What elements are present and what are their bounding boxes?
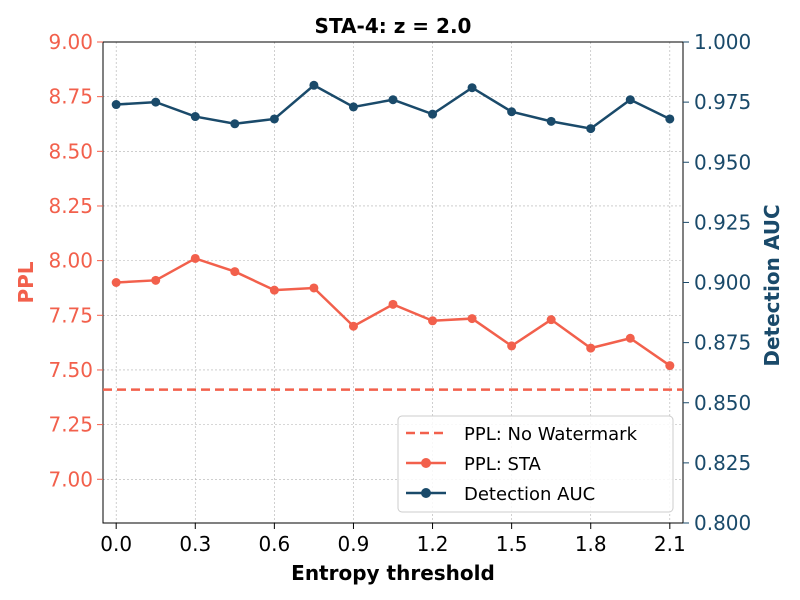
ppl-sta-point	[230, 267, 240, 277]
y-right-tick-label: 0.850	[694, 391, 751, 415]
ppl-sta-point	[467, 314, 477, 324]
y-right-tick-label: 0.800	[694, 511, 751, 535]
detection-auc-point	[190, 112, 200, 122]
y-right-tick-label: 0.975	[694, 90, 751, 114]
ppl-sta-point	[665, 361, 675, 371]
x-tick-label: 2.1	[654, 532, 686, 556]
y-left-tick-label: 9.00	[48, 30, 93, 54]
x-tick-label: 0.9	[338, 532, 370, 556]
detection-auc-point	[230, 119, 240, 129]
y-left-tick-label: 8.50	[48, 139, 93, 163]
detection-auc-point	[111, 100, 121, 110]
detection-auc-point	[428, 109, 438, 119]
y-left-tick-label: 8.00	[48, 249, 93, 273]
ppl-sta-point	[546, 315, 556, 325]
ppl-sta-point	[151, 275, 161, 285]
legend: PPL: No Watermark PPL: STA Detection AUC	[397, 415, 674, 513]
detection-auc-point	[507, 107, 517, 117]
ppl-sta-point	[586, 343, 596, 353]
x-tick-label: 0.0	[100, 532, 132, 556]
legend-label-no-watermark: PPL: No Watermark	[464, 424, 638, 445]
ppl-sta-point	[428, 316, 438, 326]
series-layer	[103, 80, 683, 391]
y-axis-left: 7.00 7.25 7.50 7.75 8.00 8.25 8.50 8.75 9.00	[48, 30, 103, 491]
x-axis: 0.0 0.3 0.6 0.9 1.2 1.5 1.8 2.1	[100, 523, 686, 556]
detection-auc-point	[586, 124, 596, 134]
y-right-tick-label: 1.000	[694, 30, 751, 54]
legend-label-detection-auc: Detection AUC	[464, 484, 595, 505]
detection-auc-point	[348, 102, 358, 112]
ppl-sta-point	[111, 278, 121, 287]
y-axis-right: 0.800 0.825 0.850 0.875 0.900 0.925 0.950 0.975…	[683, 30, 751, 535]
x-axis-label: Entropy threshold	[291, 561, 495, 585]
x-tick-label: 0.3	[179, 532, 211, 556]
legend-marker-ppl-sta	[421, 458, 431, 468]
ppl-sta-point	[269, 285, 279, 295]
legend-label-ppl-sta: PPL: STA	[464, 454, 542, 475]
x-tick-label: 0.6	[258, 532, 290, 556]
y-left-tick-label: 7.75	[48, 303, 93, 327]
ppl-sta-point	[309, 283, 319, 293]
y-right-tick-label: 0.950	[694, 150, 751, 174]
y-right-tick-label: 0.925	[694, 210, 751, 234]
ppl-sta-point	[190, 253, 200, 263]
detection-auc-point	[665, 114, 675, 124]
ppl-sta-point	[348, 321, 358, 331]
y-left-tick-label: 7.25	[48, 413, 93, 437]
y-axis-right-label: Detection AUC	[760, 204, 784, 366]
x-tick-label: 1.5	[496, 532, 528, 556]
y-right-tick-label: 0.875	[694, 331, 751, 355]
detection-auc-point	[625, 95, 635, 105]
detection-auc-point	[151, 97, 161, 107]
y-left-tick-label: 7.00	[48, 467, 93, 491]
detection-auc-point	[388, 95, 398, 105]
x-tick-label: 1.8	[575, 532, 607, 556]
legend-marker-detection-auc	[421, 488, 431, 498]
y-right-tick-label: 0.900	[694, 271, 751, 295]
y-left-tick-label: 8.25	[48, 194, 93, 218]
detection-auc-point	[546, 116, 556, 126]
detection-auc-point	[309, 80, 319, 90]
x-tick-label: 1.2	[417, 532, 449, 556]
ppl-sta-point	[625, 333, 635, 343]
ppl-sta-point	[388, 299, 398, 309]
y-axis-left-label: PPL	[14, 261, 38, 303]
chart-title: STA-4: z = 2.0	[315, 14, 472, 38]
y-left-tick-label: 7.50	[48, 358, 93, 382]
detection-auc-point	[467, 83, 477, 93]
detection-auc-line	[116, 83, 671, 130]
y-left-tick-label: 8.75	[48, 85, 93, 109]
legend-box	[397, 415, 674, 513]
y-right-tick-label: 0.825	[694, 451, 751, 475]
ppl-sta-point	[507, 341, 517, 351]
detection-auc-point	[269, 114, 279, 124]
